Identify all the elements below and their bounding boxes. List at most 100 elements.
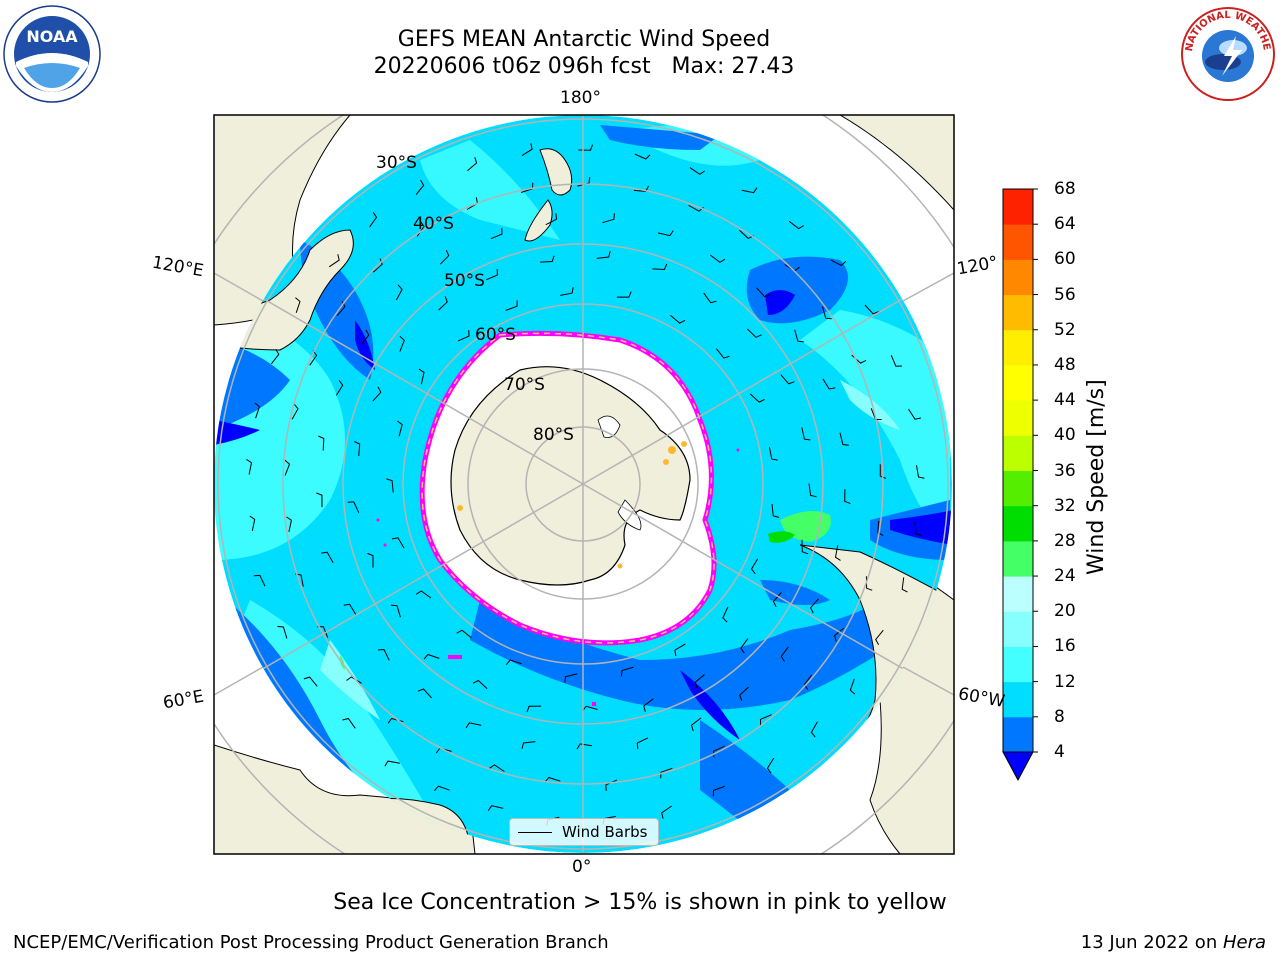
wind-barb: [486, 268, 498, 281]
wind-barb: [713, 745, 725, 758]
colorbar-tick-label: 56: [1054, 284, 1076, 305]
wind-barb: [747, 328, 762, 338]
wind-barb: [914, 521, 923, 536]
wind-barb: [391, 604, 401, 618]
lon-label-0: 0°: [572, 857, 592, 877]
antarctica: [450, 366, 691, 586]
wind-barb: [526, 705, 542, 713]
wind-barb: [690, 717, 702, 732]
nws-logo: NATIONAL WEATHER SERVICE: [1174, 0, 1278, 102]
wind-barb: [372, 258, 383, 273]
barb-line-sample: [518, 831, 552, 833]
wind-barb: [377, 648, 390, 661]
chart-subtitle: 20220606 t06z 096h fcst Max: 27.43: [373, 54, 795, 79]
lat-label-60: 60°S: [475, 325, 516, 345]
wind-barb: [616, 291, 632, 298]
wind-barb: [438, 296, 448, 311]
wind-barb: [596, 251, 611, 259]
wind-barb: [335, 380, 344, 396]
wind-barb: [808, 483, 817, 498]
wind-barb: [417, 688, 432, 699]
wind-barb: [636, 737, 649, 750]
wind-barb: [506, 659, 522, 665]
wind-barb: [766, 757, 775, 774]
legend-label: Wind Barbs: [562, 823, 648, 841]
wind-barb: [399, 335, 405, 352]
wind-barb: [756, 287, 771, 298]
wind-barb: [605, 779, 618, 791]
wind-barb: [803, 674, 813, 690]
wind-barb: [877, 520, 884, 536]
wind-barb: [316, 492, 323, 508]
wind-barb: [577, 177, 591, 187]
colorbar-swatch: [1003, 329, 1033, 366]
wind-barb: [544, 776, 561, 783]
wind-barb: [780, 646, 789, 662]
wind-barb: [576, 743, 592, 750]
wind-barb: [434, 785, 450, 792]
colorbar-swatch: [1003, 576, 1033, 612]
colorbar-swatch: [1003, 364, 1033, 401]
lat-label-70: 70°S: [504, 375, 545, 395]
wind-barb: [342, 717, 356, 729]
wind-barb: [741, 187, 758, 194]
colorbar-swatch: [1003, 224, 1033, 260]
wind-barb: [703, 292, 717, 304]
lon-label-180: 180°: [560, 88, 601, 108]
wind-barb: [384, 760, 400, 767]
wind-barb: [849, 678, 856, 695]
wind-barb: [670, 315, 686, 324]
wind-barb: [490, 228, 503, 240]
colorbar-swatch: [1003, 259, 1033, 296]
wind-barb: [844, 489, 851, 504]
wind-barb: [901, 577, 908, 593]
wind-barb: [395, 284, 403, 301]
wind-barb: [788, 220, 805, 230]
colorbar-tick-label: 68: [1054, 179, 1076, 199]
colorbar-swatch: [1003, 505, 1033, 542]
colorbar-tick-label: 44: [1054, 390, 1076, 411]
wind-barb: [890, 355, 902, 367]
wind-barb: [249, 515, 256, 532]
wind-barb: [833, 627, 845, 642]
graticule: [214, 115, 952, 853]
wind-barb: [643, 698, 654, 713]
wind-barb: [620, 666, 634, 677]
wind-barb: [689, 167, 705, 175]
wind-barb: [564, 673, 578, 683]
wind-barb: [321, 551, 334, 563]
colorbar-swatch: [1003, 189, 1033, 225]
wind-barb: [801, 427, 811, 441]
wind-barb: [456, 629, 472, 639]
wind-barb: [284, 459, 291, 476]
wind-barb: [472, 679, 488, 690]
colorbar-swatch: [1003, 611, 1033, 647]
wind-barb: [560, 287, 574, 296]
wind-barb: [423, 653, 440, 660]
colorbar-tick-label: 40: [1054, 425, 1076, 446]
wind-barb: [295, 297, 301, 313]
wind-barb: [834, 545, 841, 561]
colorbar-tick-label: 28: [1054, 530, 1076, 551]
wind-barb: [916, 465, 925, 479]
wind-barbs: [246, 143, 925, 827]
footer-host: Hera: [1222, 932, 1266, 953]
colorbar-tick-label: 20: [1054, 601, 1076, 622]
wind-barb: [875, 629, 884, 645]
colorbar-swatch: [1003, 400, 1033, 436]
colorbar-tick-label: 16: [1054, 636, 1076, 657]
wind-barb: [246, 458, 253, 475]
wind-barb: [318, 435, 325, 451]
wind-barb: [328, 254, 340, 268]
wind-barb: [372, 386, 382, 402]
wind-barb: [709, 254, 726, 263]
colorbar-swatch: [1003, 540, 1033, 577]
wind-barb: [346, 676, 362, 684]
lat-label-80: 80°S: [533, 425, 574, 445]
wind-barb: [750, 558, 759, 575]
wind-barb: [505, 300, 518, 311]
wind-barb: [652, 263, 668, 271]
lat-label-50: 50°S: [444, 271, 485, 291]
colorbar-swatch: [1003, 294, 1033, 331]
